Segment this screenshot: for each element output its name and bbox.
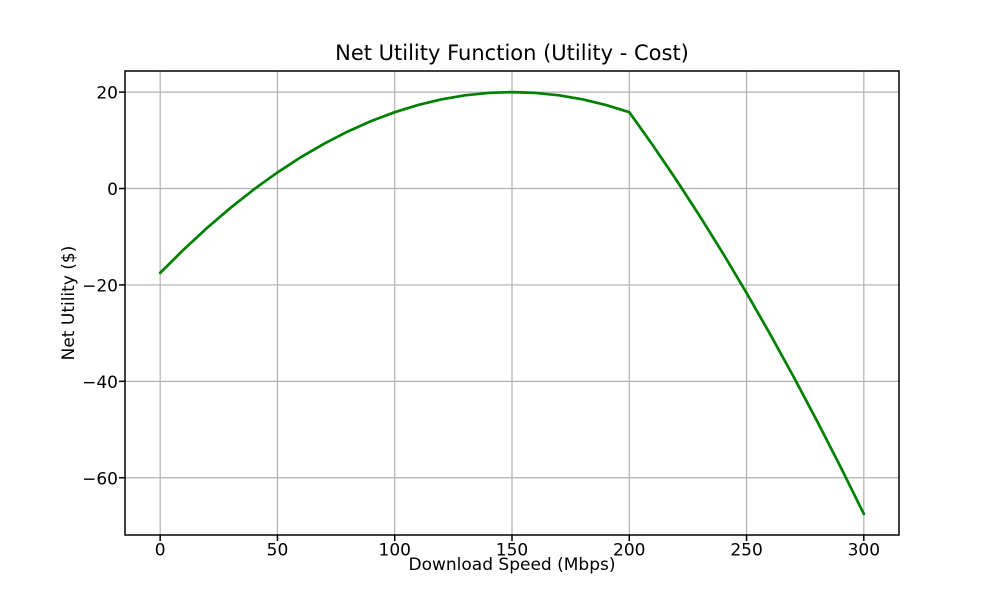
x-axis-label: Download Speed (Mbps) bbox=[408, 555, 616, 575]
x-tick-label: 150 bbox=[496, 541, 528, 561]
y-axis-label: Net Utility ($) bbox=[59, 245, 79, 361]
x-tick-label: 200 bbox=[613, 541, 645, 561]
y-tick-label: 0 bbox=[107, 180, 118, 200]
x-tick-label: 50 bbox=[267, 541, 289, 561]
y-tick-label: −20 bbox=[82, 276, 118, 296]
y-tick-label: −60 bbox=[82, 469, 118, 489]
x-tick-label: 0 bbox=[155, 541, 166, 561]
y-tick-label: 20 bbox=[96, 84, 118, 104]
x-tick-label: 100 bbox=[379, 541, 411, 561]
series-line-net-utility bbox=[158, 90, 866, 516]
x-tick-label: 250 bbox=[730, 541, 762, 561]
chart-title: Net Utility Function (Utility - Cost) bbox=[335, 41, 689, 65]
y-tick-label: −40 bbox=[82, 373, 118, 393]
x-tick-label: 300 bbox=[848, 541, 880, 561]
